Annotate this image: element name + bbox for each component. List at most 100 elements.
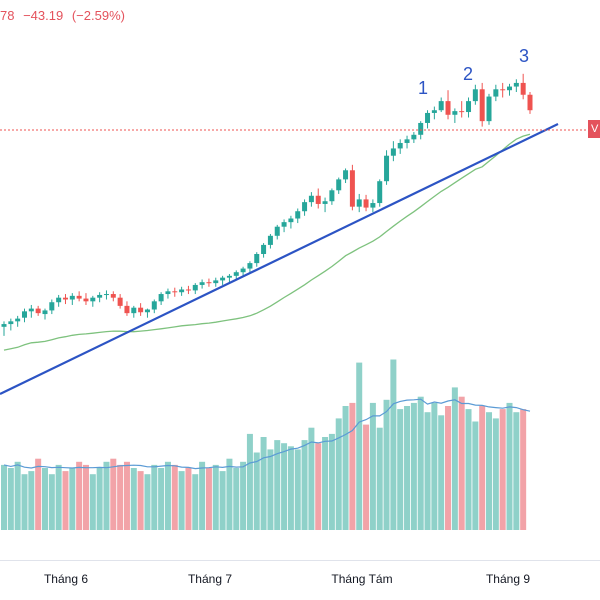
candle[interactable] <box>267 233 273 249</box>
volume-bar <box>322 437 329 530</box>
candle[interactable] <box>472 84 478 105</box>
candle[interactable] <box>254 252 260 267</box>
candle[interactable] <box>76 291 82 302</box>
volume-bar <box>151 464 158 530</box>
candle[interactable] <box>261 243 267 258</box>
candle-body <box>1 324 7 327</box>
candle[interactable] <box>404 135 410 149</box>
volume-bar <box>287 446 294 530</box>
candle[interactable] <box>377 179 383 207</box>
candle[interactable] <box>459 101 465 118</box>
candle[interactable] <box>240 266 246 276</box>
candle[interactable] <box>158 292 164 305</box>
candle[interactable] <box>131 305 137 318</box>
candle[interactable] <box>35 305 41 316</box>
candle[interactable] <box>329 188 335 205</box>
candle[interactable] <box>384 150 390 185</box>
candle[interactable] <box>247 261 253 273</box>
candle[interactable] <box>56 294 62 307</box>
candle[interactable] <box>315 188 321 209</box>
candle[interactable] <box>97 292 103 303</box>
volume-bar <box>328 433 335 530</box>
candle[interactable] <box>69 293 75 305</box>
volume-bar <box>363 424 370 530</box>
candle[interactable] <box>274 224 280 240</box>
candle[interactable] <box>233 270 239 280</box>
candle[interactable] <box>15 315 21 327</box>
candle[interactable] <box>425 110 431 129</box>
candle[interactable] <box>124 301 130 316</box>
candle[interactable] <box>172 287 178 297</box>
volume-bar <box>41 468 48 530</box>
candle[interactable] <box>138 303 144 316</box>
volume-bar <box>376 427 383 530</box>
candle[interactable] <box>42 308 48 320</box>
candle[interactable] <box>513 79 519 93</box>
candle[interactable] <box>151 299 157 314</box>
candle[interactable] <box>363 194 369 212</box>
candle[interactable] <box>185 285 191 295</box>
candle[interactable] <box>438 97 444 113</box>
candle[interactable] <box>336 177 342 194</box>
candle[interactable] <box>452 108 458 123</box>
candle[interactable] <box>220 275 226 285</box>
candle[interactable] <box>62 294 68 305</box>
candle[interactable] <box>466 97 472 118</box>
candle[interactable] <box>397 139 403 154</box>
candle[interactable] <box>486 93 492 125</box>
candle[interactable] <box>49 299 55 315</box>
candle[interactable] <box>8 318 14 331</box>
candle[interactable] <box>507 83 513 96</box>
x-axis-label-september: Tháng 9 <box>485 572 531 586</box>
candle[interactable] <box>493 84 499 102</box>
candle[interactable] <box>281 219 287 233</box>
candle[interactable] <box>83 293 89 305</box>
candle[interactable] <box>199 279 205 289</box>
candle[interactable] <box>343 168 349 184</box>
candle[interactable] <box>28 304 34 318</box>
candle[interactable] <box>322 197 328 213</box>
candle[interactable] <box>349 164 355 211</box>
candle[interactable] <box>431 106 437 120</box>
candle[interactable] <box>206 278 212 287</box>
candle[interactable] <box>110 291 116 302</box>
candle[interactable] <box>226 274 232 283</box>
candle[interactable] <box>103 290 109 300</box>
candle-body <box>322 201 328 204</box>
candle-body <box>452 111 458 115</box>
candle[interactable] <box>213 277 219 287</box>
candle[interactable] <box>1 321 7 336</box>
candle[interactable] <box>356 193 362 213</box>
candle-body <box>308 195 314 203</box>
candle[interactable] <box>288 215 294 229</box>
candle[interactable] <box>192 283 198 295</box>
trendline[interactable] <box>0 123 559 395</box>
candle[interactable] <box>144 308 150 318</box>
candle-body <box>472 89 478 102</box>
volume-bar <box>274 440 281 530</box>
candle[interactable] <box>21 308 27 323</box>
candle-body <box>21 311 27 318</box>
candle[interactable] <box>445 90 451 120</box>
candle[interactable] <box>411 132 417 143</box>
volume-moving-average <box>3 398 531 470</box>
change-value: −43.19 <box>23 8 64 23</box>
candle[interactable] <box>479 82 485 127</box>
candle[interactable] <box>295 208 301 224</box>
volume-bar <box>445 406 452 530</box>
candle-body <box>431 110 437 113</box>
volume-bar <box>123 461 130 530</box>
candle[interactable] <box>527 92 533 114</box>
volume-bar <box>14 461 21 530</box>
candle[interactable] <box>302 199 308 216</box>
candle[interactable] <box>390 141 396 162</box>
candle[interactable] <box>500 82 506 98</box>
candle[interactable] <box>179 286 185 296</box>
candle[interactable] <box>308 192 314 207</box>
candle[interactable] <box>370 199 376 213</box>
candle[interactable] <box>165 288 171 299</box>
candle[interactable] <box>520 73 526 100</box>
candle[interactable] <box>117 294 123 309</box>
candle[interactable] <box>90 295 96 307</box>
